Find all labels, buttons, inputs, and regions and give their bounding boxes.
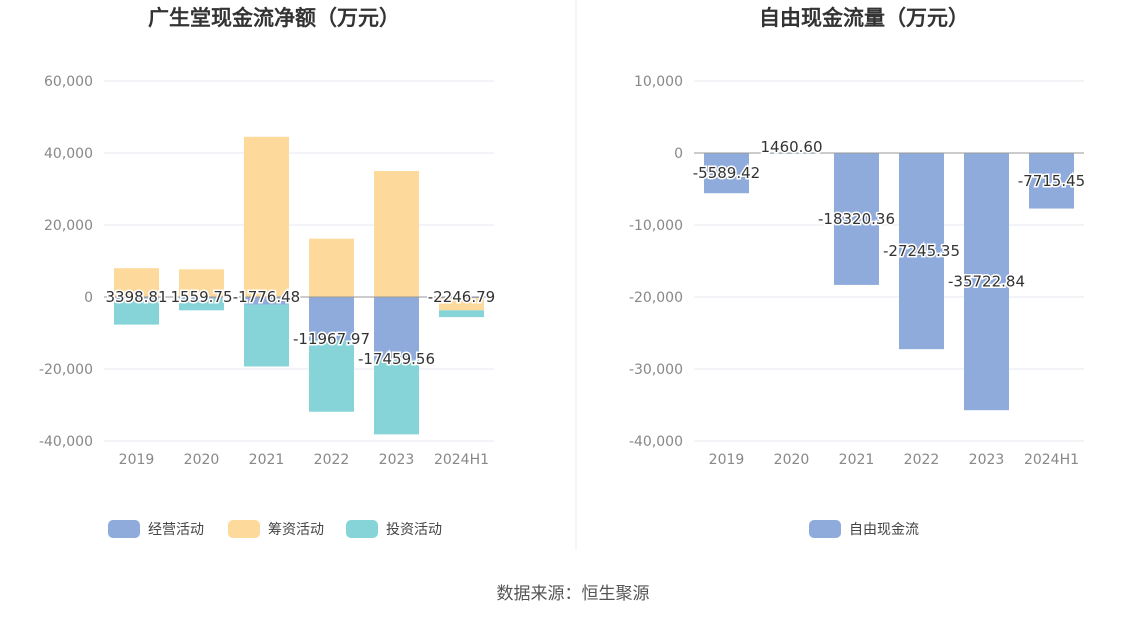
left-x-tick-label: 2020 [184, 452, 220, 468]
source-note: 数据来源：恒生聚源 [497, 584, 650, 604]
left-bar-投资活动 [309, 340, 354, 412]
left-chart-title: 广生堂现金流净额（万元） [148, 6, 400, 30]
left-x-tick-label: 2022 [314, 452, 350, 468]
right-data-label: -5589.42 [693, 164, 760, 182]
left-bar-投资活动 [114, 298, 159, 325]
right-x-tick-label: 2021 [839, 452, 875, 468]
left-chart: 60,000 40,000 20,000 0 -20,000 -40,000 2019 202… [39, 74, 497, 538]
right-legend-swatch[interactable] [809, 520, 841, 538]
right-legend-label[interactable]: 自由现金流 [849, 522, 919, 538]
right-y-tick-label: 10,000 [634, 74, 683, 90]
right-chart: 10,000 0 -10,000 -20,000 -30,000 -40,000 2019 2… [629, 74, 1087, 538]
right-y-tick-label: -20,000 [629, 290, 683, 306]
right-bar [964, 153, 1009, 411]
left-net-label: 1559.75 [170, 288, 232, 306]
left-bar-经营活动 [374, 297, 419, 360]
right-legend: 自由现金流 [809, 520, 919, 538]
left-x-tick-label: 2024H1 [434, 452, 489, 468]
left-legend-label[interactable]: 投资活动 [386, 522, 442, 538]
left-legend-swatch[interactable] [228, 520, 260, 538]
left-y-tick-label: -20,000 [39, 362, 93, 378]
left-bar-经营活动 [179, 297, 224, 299]
left-bar-经营活动 [309, 297, 354, 341]
right-bar [899, 153, 944, 350]
left-legend-swatch[interactable] [346, 520, 378, 538]
right-bar [1029, 153, 1074, 209]
left-net-label: -1776.48 [233, 288, 300, 306]
left-bar-投资活动 [244, 304, 289, 367]
left-bar-投资活动 [179, 298, 224, 311]
left-y-tick-label: -40,000 [39, 434, 93, 450]
left-bar-筹资活动 [114, 268, 159, 297]
left-y-tick-label: 60,000 [44, 74, 93, 90]
left-x-tick-label: 2021 [249, 452, 285, 468]
right-bar [704, 153, 749, 194]
right-y-tick-label: -40,000 [629, 434, 683, 450]
left-bar-筹资活动 [374, 171, 419, 297]
left-net-label: -17459.56 [358, 350, 435, 368]
left-bar-筹资活动 [244, 136, 289, 297]
left-y-tick-label: 0 [84, 290, 93, 306]
right-data-label: -18320.36 [818, 210, 895, 228]
left-bar-筹资活动 [309, 238, 354, 297]
right-data-label: -27245.35 [883, 242, 960, 260]
left-bar-经营活动 [114, 297, 159, 299]
right-x-tick-label: 2020 [774, 452, 810, 468]
right-y-tick-label: -30,000 [629, 362, 683, 378]
right-y-tick-label: 0 [674, 146, 683, 162]
left-y-tick-label: 20,000 [44, 218, 93, 234]
right-x-tick-label: 2022 [904, 452, 940, 468]
right-bar [834, 153, 879, 285]
left-bar-经营活动 [244, 297, 289, 305]
left-bar-筹资活动 [179, 269, 224, 297]
left-net-label: -2246.79 [428, 288, 495, 306]
left-legend-label[interactable]: 筹资活动 [268, 521, 324, 538]
left-bar-经营活动 [439, 297, 484, 299]
right-x-tick-label: 2023 [969, 452, 1005, 468]
left-net-label: 3398.81 [105, 288, 167, 306]
left-y-tick-label: 40,000 [44, 146, 93, 162]
left-net-label: -11967.97 [293, 330, 370, 348]
left-bar-筹资活动 [439, 298, 484, 311]
right-x-tick-label: 2024H1 [1024, 452, 1079, 468]
left-x-tick-label: 2019 [119, 452, 155, 468]
right-y-tick-label: -10,000 [629, 218, 683, 234]
left-bar-投资活动 [439, 310, 484, 318]
left-legend-swatch[interactable] [108, 520, 140, 538]
left-legend: 经营活动 筹资活动 投资活动 [108, 520, 442, 538]
right-x-tick-label: 2019 [709, 452, 745, 468]
left-bar-投资活动 [374, 359, 419, 435]
right-chart-title: 自由现金流量（万元） [759, 6, 969, 30]
right-data-label: -7715.45 [1018, 172, 1085, 190]
left-legend-label[interactable]: 经营活动 [148, 522, 204, 538]
left-x-tick-label: 2023 [379, 452, 415, 468]
right-data-label: -35722.84 [948, 273, 1025, 291]
right-data-label: 1460.60 [760, 138, 822, 156]
